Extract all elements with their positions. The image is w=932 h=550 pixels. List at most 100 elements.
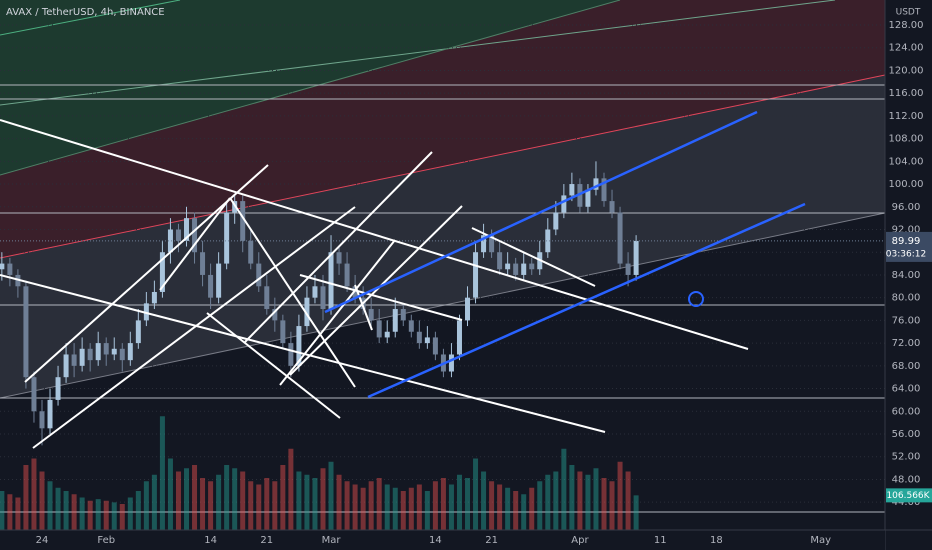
candle-body <box>392 309 398 332</box>
y-tick-label: 124.00 <box>889 43 924 54</box>
candle-body <box>376 320 382 338</box>
candle-body <box>569 184 575 196</box>
volume-bar <box>569 465 575 530</box>
chart-title: AVAX / TetherUSD, 4h, BINANCE <box>6 7 165 18</box>
channel-line <box>367 202 806 399</box>
volume-bar <box>601 478 607 530</box>
x-tick-label: Feb <box>97 535 115 546</box>
fib-line <box>0 0 621 176</box>
y-tick-label: 120.00 <box>889 65 924 76</box>
candle-body <box>23 286 29 378</box>
candle-body <box>103 343 109 355</box>
x-tick-label: Apr <box>571 535 589 546</box>
volume-bar <box>103 500 109 530</box>
trend-line <box>0 119 749 350</box>
candle-body <box>505 263 511 270</box>
candle-body <box>288 343 294 366</box>
trend-lines <box>0 110 806 449</box>
candle-body <box>328 252 334 310</box>
candle-body <box>456 320 462 355</box>
y-tick-label: 112.00 <box>889 111 924 122</box>
candle-body <box>71 354 77 366</box>
candle-body <box>408 320 414 332</box>
volume-bar <box>617 461 623 530</box>
candle-body <box>87 348 93 361</box>
volume-bar <box>497 484 503 530</box>
volume-bar <box>71 494 77 530</box>
volume-bar <box>256 484 262 530</box>
volume-bar <box>151 474 157 530</box>
axes: 44.00 48.00 52.00 56.00 60.00 64.00 68.00 72.00… <box>36 20 932 546</box>
y-tick-label: 100.00 <box>889 179 924 190</box>
candle-body <box>0 263 5 270</box>
candle-body <box>601 178 607 202</box>
volume-bar <box>127 497 133 530</box>
candle-body <box>192 218 198 253</box>
series <box>0 24 885 530</box>
candle-body <box>159 252 165 292</box>
volume-bar <box>473 458 479 530</box>
volume-bar <box>312 478 318 530</box>
candle-body <box>529 263 535 270</box>
fib-line <box>0 0 181 36</box>
volume-bar <box>184 468 190 530</box>
volume-bar <box>79 497 85 530</box>
volume-bar <box>0 491 5 530</box>
candle-body <box>31 377 37 412</box>
volume-bar <box>456 474 462 530</box>
volume-bar <box>513 491 519 530</box>
volume-bar <box>135 491 141 530</box>
volume-bar <box>336 474 342 530</box>
volume-bar <box>216 474 222 530</box>
volume-bar <box>585 474 591 530</box>
candle-body <box>7 263 13 275</box>
volume-bar <box>208 481 214 530</box>
last-volume-box <box>886 488 932 503</box>
volume-bar <box>553 471 559 530</box>
volume-bar <box>448 484 454 530</box>
volume-bar <box>15 497 21 530</box>
trend-line <box>354 284 373 331</box>
volume-bar <box>465 478 471 530</box>
volume-bar <box>432 481 438 530</box>
y-tick-label: 56.00 <box>892 429 921 440</box>
candle-body <box>336 252 342 264</box>
channel-line <box>324 110 758 314</box>
candle-body <box>304 297 310 327</box>
x-tick-label: 11 <box>654 535 667 546</box>
volume-bar <box>232 468 238 530</box>
countdown-label: 03:36:12 <box>886 249 926 259</box>
y-tick-label: 116.00 <box>889 88 924 99</box>
candle-body <box>111 348 117 355</box>
x-tick-label: 21 <box>260 535 273 546</box>
volume-bar <box>344 481 350 530</box>
volume-bar <box>304 474 310 530</box>
volume-bar <box>577 471 583 530</box>
volume-bar <box>320 468 326 530</box>
volume-bar <box>328 461 334 530</box>
y-tick-label: 68.00 <box>892 361 921 372</box>
candle-body <box>296 326 302 366</box>
volume-bar <box>111 502 117 530</box>
y-tick-label: 64.00 <box>892 384 921 395</box>
trend-line <box>299 274 463 321</box>
candle-body <box>167 229 173 253</box>
volume-bar <box>224 465 230 530</box>
candle-body <box>143 303 149 321</box>
candle-body <box>280 320 286 344</box>
candle-body <box>513 263 519 275</box>
candle-body <box>135 320 141 344</box>
candle-body <box>248 240 254 264</box>
candle-body <box>432 337 438 355</box>
last-price-box <box>886 231 932 262</box>
volume-bar <box>23 465 29 530</box>
fib-line <box>0 74 886 259</box>
candle-body <box>47 399 53 429</box>
volume-bar <box>31 458 37 530</box>
volume-bar <box>39 471 45 530</box>
candle-body <box>473 252 479 298</box>
drawings <box>0 0 886 513</box>
candle-body <box>448 354 454 372</box>
candle-body <box>521 263 527 275</box>
trend-line <box>0 274 606 433</box>
